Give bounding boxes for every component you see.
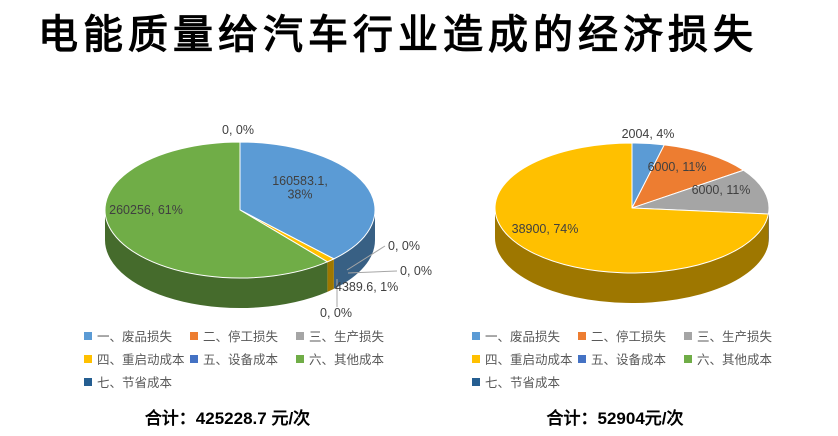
data-label: 0, 0%	[400, 264, 432, 278]
data-label: 38900, 74%	[512, 222, 579, 236]
data-label: 0, 0%	[222, 123, 254, 137]
legend-label: 二、停工损失	[591, 330, 667, 344]
data-label: 4389.6, 1%	[335, 280, 398, 294]
legend-swatch	[296, 354, 304, 363]
legend-swatch	[472, 354, 480, 363]
legend-item-2: 二、停工损失	[578, 327, 684, 344]
pie-chart-left: 0, 0%160583.1, 38%260256, 61%0, 0%0, 0%43…	[104, 123, 432, 320]
legend-item-6: 六、其他成本	[684, 350, 790, 367]
legend-label: 六、其他成本	[309, 353, 385, 367]
legend-item-5: 五、设备成本	[190, 350, 296, 367]
legend-label: 四、重启动成本	[485, 353, 573, 367]
pie-slice-四、重启动成本	[494, 142, 769, 274]
legend-item-2: 二、停工损失	[190, 327, 296, 344]
leader-line	[346, 245, 386, 271]
leader-line	[347, 270, 398, 274]
pie-side-四、重启动成本	[327, 258, 334, 292]
legend-label: 六、其他成本	[697, 353, 773, 367]
data-label: 6000, 11%	[692, 183, 751, 197]
legend-label: 七、节省成本	[485, 376, 561, 390]
legend-swatch	[578, 354, 586, 363]
legend-swatch	[84, 354, 92, 363]
legend-label: 七、节省成本	[97, 376, 173, 390]
legend-label: 三、生产损失	[309, 330, 385, 344]
legend-item-4: 四、重启动成本	[84, 350, 190, 367]
legend-label: 五、设备成本	[591, 353, 667, 367]
legend-swatch	[84, 377, 92, 386]
legend-swatch	[472, 377, 480, 386]
pie-slice-一、废品损失	[239, 141, 376, 260]
legend-swatch	[190, 354, 198, 363]
legend-swatch	[684, 354, 692, 363]
data-label: 0, 0%	[388, 239, 420, 253]
legend-item-4: 四、重启动成本	[472, 350, 578, 367]
legend-swatch	[684, 331, 692, 340]
total-right: 合计：52904元/次	[546, 409, 684, 428]
legend-item-5: 五、设备成本	[578, 350, 684, 367]
page-title: 电能质量给汽车行业造成的经济损失	[38, 12, 758, 58]
legend-label: 五、设备成本	[203, 353, 279, 367]
pie-chart-right: 2004, 4% 6000, 11% 6000, 11% 38900, 74%	[494, 127, 770, 304]
data-label: 160583.1, 38%	[272, 174, 328, 202]
legend-item-7: 七、节省成本	[84, 373, 190, 390]
pie-slice-六、其他成本	[104, 141, 328, 279]
pie-side-四、重启动成本	[495, 208, 769, 304]
legend-item-6: 六、其他成本	[296, 350, 402, 367]
pie-slice-二、停工损失	[631, 144, 744, 209]
legend-label: 三、生产损失	[697, 330, 773, 344]
legend-item-3: 三、生产损失	[684, 327, 790, 344]
data-label: 2004, 4%	[622, 127, 675, 141]
pie-side-三、生产损失	[768, 208, 769, 244]
legend-left: 一、废品损失 二、停工损失 三、生产损失四、重启动成本 五、设备成本 六、其他成本七、节…	[84, 327, 424, 396]
pie-side-六、其他成本	[105, 210, 328, 308]
legend-label: 一、废品损失	[97, 330, 173, 344]
legend-swatch	[296, 331, 304, 340]
legend-item-1: 一、废品损失	[84, 327, 190, 344]
data-label: 260256, 61%	[109, 203, 183, 217]
legend-label: 一、废品损失	[485, 330, 561, 344]
legend-label: 四、重启动成本	[97, 353, 185, 367]
legend-swatch	[190, 331, 198, 340]
legend-swatch	[578, 331, 586, 340]
pie-side-一、废品损失	[333, 210, 375, 289]
total-left: 合计：425228.7 元/次	[144, 409, 311, 428]
legend-right: 一、废品损失 二、停工损失 三、生产损失四、重启动成本 五、设备成本 六、其他成本七、节…	[472, 327, 812, 396]
pie-slice-三、生产损失	[631, 169, 770, 215]
data-label: 0, 0%	[320, 306, 352, 320]
legend-swatch	[472, 331, 480, 340]
legend-item-7: 七、节省成本	[472, 373, 578, 390]
data-label: 6000, 11%	[648, 160, 707, 174]
legend-item-3: 三、生产损失	[296, 327, 402, 344]
legend-label: 二、停工损失	[203, 330, 279, 344]
legend-item-1: 一、废品损失	[472, 327, 578, 344]
legend-swatch	[84, 331, 92, 340]
